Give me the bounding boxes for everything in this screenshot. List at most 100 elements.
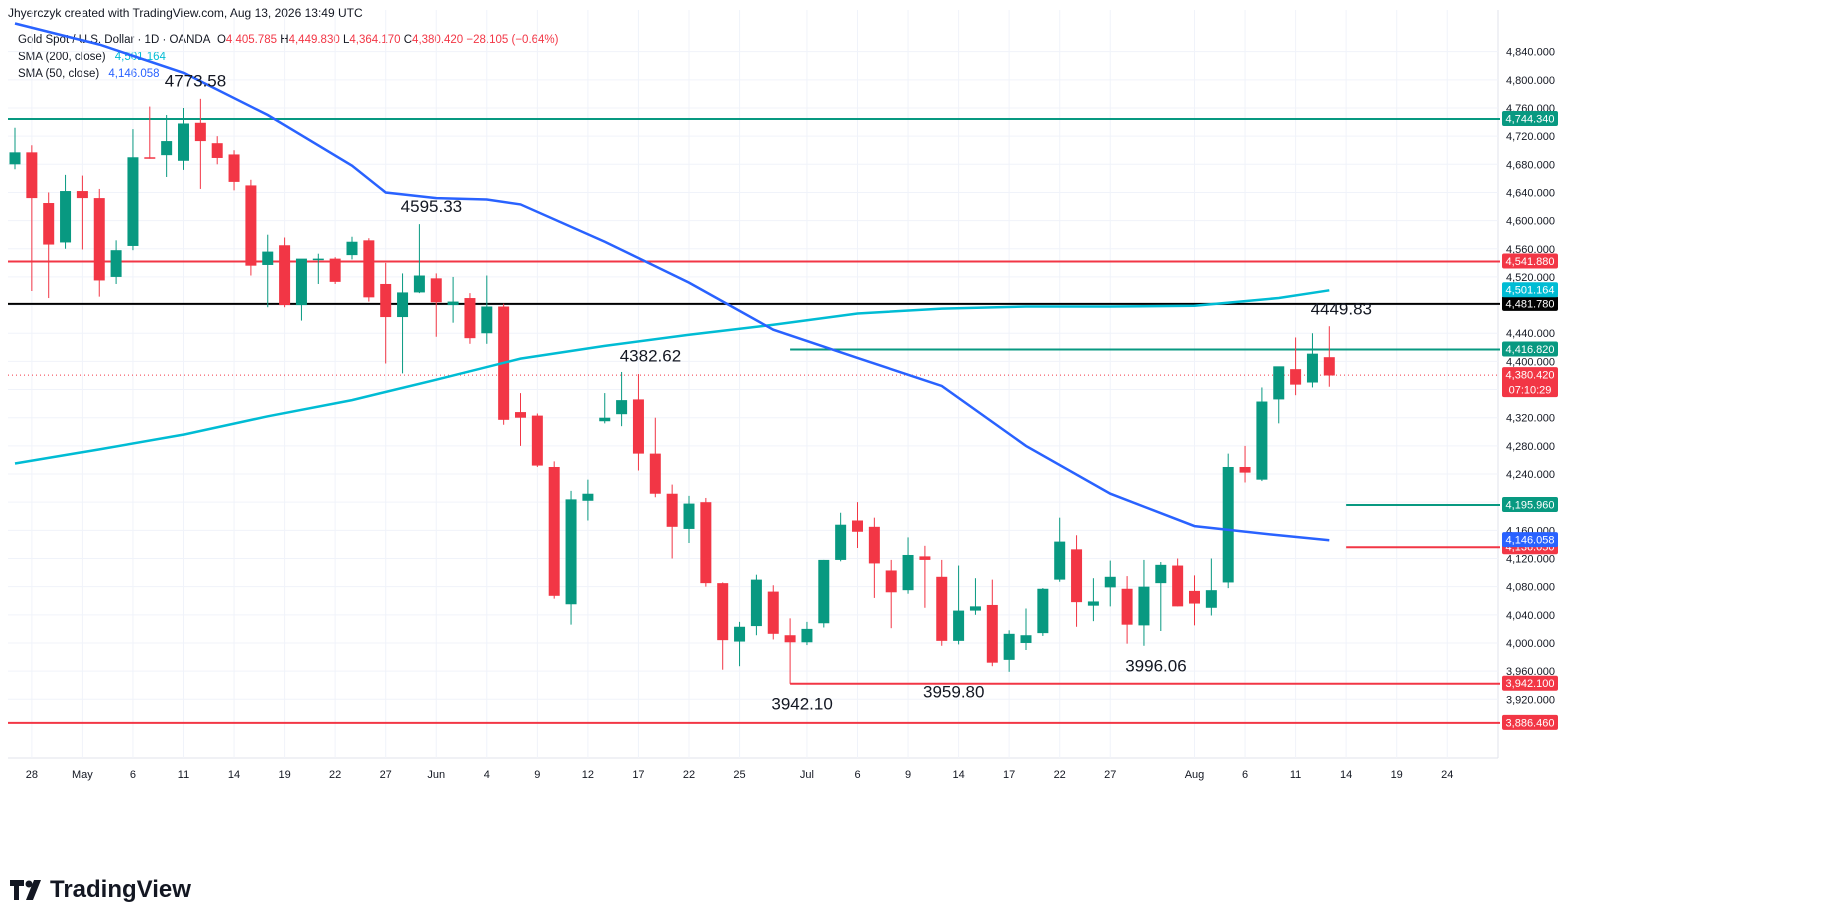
time-tick-label: Aug [1185, 769, 1205, 781]
candle-body [936, 576, 948, 641]
candle-body [986, 604, 998, 663]
price-tick-label: 4,840.000 [1506, 47, 1555, 59]
price-annotation: 4382.62 [620, 347, 681, 366]
price-line-badge-label: 4,541.880 [1506, 256, 1555, 268]
price-annotation: 4595.33 [401, 197, 462, 216]
low-label: L [342, 34, 350, 46]
time-tick-label: 6 [854, 769, 860, 781]
candle-body [329, 258, 341, 282]
candle-body [161, 141, 173, 156]
price-tick-label: 4,440.000 [1506, 328, 1555, 340]
sma200-label: SMA (200, close) [18, 51, 106, 63]
candle-body [1290, 369, 1302, 385]
candle-body [9, 152, 21, 165]
candle-body [262, 251, 274, 265]
price-lines [8, 118, 1500, 724]
price-line-badge-bg [1502, 341, 1558, 357]
price-tick-label: 4,000.000 [1506, 638, 1555, 650]
candle-body [649, 453, 661, 494]
candle-body [1172, 565, 1184, 607]
price-annotation: 4773.58 [165, 71, 226, 90]
candle-body [1222, 466, 1234, 583]
axis-badge-label: 4,380.420 [1506, 370, 1555, 382]
sma50-label: SMA (50, close) [18, 68, 100, 80]
time-tick-label: 19 [1391, 769, 1403, 781]
candle-body [565, 499, 577, 605]
candle-body [582, 493, 594, 501]
candle-body [902, 554, 914, 591]
price-line-badge-bg [1502, 714, 1558, 730]
candle-body [683, 503, 695, 529]
brand-name: TradingView [50, 876, 191, 903]
price-tick-label: 4,600.000 [1506, 216, 1555, 228]
price-tick-label: 4,640.000 [1506, 187, 1555, 199]
price-chart[interactable]: 4773.58 4595.33 4382.62 3942.10 3959.80 3996.… [0, 0, 1835, 870]
candle-body [1037, 588, 1049, 634]
price-line-badge-label: 4,416.820 [1506, 344, 1555, 356]
time-axis[interactable]: 28 May 6 11 14 19 22 27 Jun 4 9 12 17 22 25 Jul 6 9 14 17 22… [26, 769, 1454, 781]
time-tick-label: 14 [952, 769, 964, 781]
candle-body [447, 301, 459, 306]
time-tick-label: 11 [1290, 769, 1301, 781]
price-tick-label: 4,680.000 [1506, 159, 1555, 171]
axis-badge-label: 4,501.164 [1506, 285, 1555, 297]
price-tick-label: 3,960.000 [1506, 666, 1555, 678]
candle-body [245, 185, 257, 266]
candle-body [1087, 601, 1099, 606]
candle-body [767, 591, 779, 634]
candle-body [818, 559, 830, 624]
time-tick-label: May [72, 769, 93, 781]
price-annotation: 3996.06 [1125, 657, 1186, 676]
candle-body [1306, 353, 1318, 383]
sma200-row[interactable]: SMA (200, close) 4,501.164 [18, 49, 559, 66]
candle-body [852, 520, 863, 532]
candle-body [295, 258, 307, 306]
candle-body [1189, 590, 1200, 604]
candle-body [211, 143, 223, 158]
candle-body [93, 198, 105, 281]
candle-body [1138, 586, 1150, 626]
time-tick-label: Jun [427, 769, 445, 781]
tradingview-logo[interactable]: TradingView [10, 876, 191, 904]
candles [9, 98, 1335, 684]
chart-credit: Jhyerczyk created with TradingView.com, … [8, 6, 363, 20]
candle-body [548, 466, 560, 596]
candle-body [835, 524, 847, 560]
price-axis[interactable]: 3,920.000 3,960.000 4,000.000 4,040.000 4,08… [1502, 47, 1558, 730]
price-line-badge-bg [1502, 111, 1558, 127]
price-tick-label: 4,520.000 [1506, 272, 1555, 284]
candle-body [1205, 590, 1217, 608]
candle-body [801, 628, 813, 643]
time-tick-label: 27 [380, 769, 392, 781]
candle-body [380, 283, 392, 318]
time-tick-label: 27 [1104, 769, 1116, 781]
candle-body [1003, 633, 1015, 660]
close-label: C [403, 34, 413, 46]
price-line-badge-label: 4,195.960 [1506, 500, 1555, 512]
candle-body [1071, 549, 1083, 603]
sma50-row[interactable]: SMA (50, close) 4,146.058 [18, 66, 559, 83]
candle-body [194, 122, 206, 142]
change-value: −28.105 (−0.64%) [466, 34, 559, 46]
candle-body [430, 278, 442, 303]
moving-averages [14, 22, 1330, 542]
price-tick-label: 4,400.000 [1506, 356, 1555, 368]
price-tick-label: 4,800.000 [1506, 75, 1555, 87]
candle-body [1273, 366, 1285, 400]
price-annotation: 3942.10 [771, 695, 832, 714]
candle-body [178, 123, 189, 161]
candle-body [346, 241, 358, 256]
time-tick-label: 9 [534, 769, 540, 781]
candle-body [666, 493, 678, 527]
time-tick-label: 6 [1242, 769, 1248, 781]
time-tick-label: 17 [1003, 769, 1015, 781]
price-line-badge-label: 4,744.340 [1506, 114, 1555, 126]
price-tick-label: 4,040.000 [1506, 610, 1555, 622]
price-line-badge-bg [1502, 497, 1558, 513]
candle-body [76, 191, 88, 199]
axis-badge-label: 4,146.058 [1506, 535, 1555, 547]
candle-body [144, 157, 156, 159]
candle-body [312, 258, 324, 261]
price-line-badge-label: 3,886.460 [1506, 717, 1555, 729]
price-tick-label: 4,280.000 [1506, 441, 1555, 453]
